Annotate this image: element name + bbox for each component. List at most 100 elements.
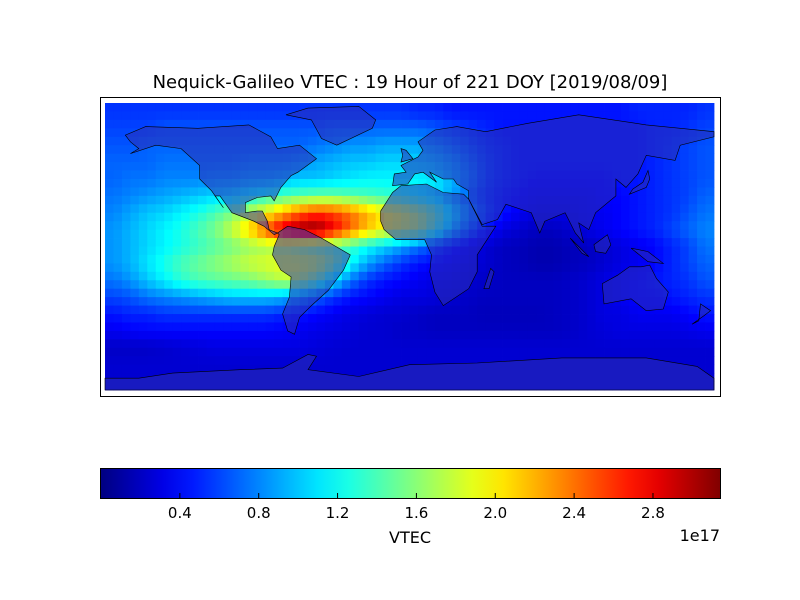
heatmap-cell bbox=[231, 221, 241, 231]
heatmap-cell bbox=[308, 162, 317, 171]
heatmap-cell bbox=[198, 254, 207, 264]
heatmap-cell bbox=[105, 246, 114, 256]
heatmap-cell bbox=[316, 221, 326, 231]
heatmap-cell bbox=[443, 347, 453, 357]
heatmap-cell bbox=[434, 339, 444, 349]
heatmap-cell bbox=[663, 271, 673, 281]
heatmap-cell bbox=[206, 271, 216, 281]
heatmap-cell bbox=[333, 170, 343, 180]
heatmap-cell bbox=[502, 103, 512, 112]
heatmap-cell bbox=[113, 187, 123, 197]
heatmap-cell bbox=[595, 111, 605, 121]
heatmap-cell bbox=[527, 221, 537, 231]
heatmap-cell bbox=[392, 356, 402, 366]
heatmap-cell bbox=[189, 195, 199, 205]
heatmap-cell bbox=[561, 288, 571, 298]
heatmap-cell bbox=[324, 221, 334, 231]
heatmap-cell bbox=[401, 280, 410, 290]
heatmap-cell bbox=[460, 347, 470, 357]
heatmap-cell bbox=[248, 322, 258, 332]
heatmap-cell bbox=[595, 347, 605, 357]
heatmap-cell bbox=[324, 195, 334, 205]
heatmap-cell bbox=[561, 347, 571, 357]
heatmap-cell bbox=[654, 229, 664, 239]
heatmap-cell bbox=[164, 364, 174, 374]
heatmap-cell bbox=[367, 305, 377, 315]
heatmap-cell bbox=[350, 238, 360, 247]
heatmap-cell bbox=[189, 178, 199, 188]
heatmap-cell bbox=[637, 111, 647, 121]
heatmap-cell bbox=[138, 322, 148, 332]
heatmap-cell bbox=[553, 103, 563, 112]
heatmap-cell bbox=[485, 119, 495, 129]
heatmap-cell bbox=[417, 271, 427, 281]
heatmap-cell bbox=[189, 229, 199, 239]
heatmap-cell bbox=[138, 170, 148, 180]
heatmap-cell bbox=[595, 339, 605, 349]
heatmap-cell bbox=[274, 136, 284, 146]
heatmap-cell bbox=[214, 356, 224, 366]
heatmap-cell bbox=[401, 356, 410, 366]
heatmap-cell bbox=[105, 229, 114, 239]
heatmap-cell bbox=[172, 195, 182, 205]
heatmap-cell bbox=[688, 339, 698, 349]
heatmap-cell bbox=[189, 305, 199, 315]
heatmap-cell bbox=[231, 246, 241, 256]
heatmap-cell bbox=[604, 314, 613, 323]
colorbar-tick-label: 1.2 bbox=[325, 504, 350, 522]
heatmap-cell bbox=[121, 229, 131, 239]
heatmap-cell bbox=[113, 330, 123, 340]
heatmap-cell bbox=[654, 246, 664, 256]
heatmap-cell bbox=[198, 356, 207, 366]
heatmap-cell bbox=[367, 221, 377, 231]
heatmap-cell bbox=[417, 119, 427, 129]
heatmap-cell bbox=[206, 195, 216, 205]
heatmap-cell bbox=[130, 187, 140, 197]
heatmap-cell bbox=[519, 238, 529, 247]
heatmap-cell bbox=[409, 128, 419, 138]
heatmap-cell bbox=[350, 204, 360, 214]
heatmap-cell bbox=[527, 111, 537, 121]
heatmap-cell bbox=[417, 238, 427, 247]
heatmap-cell bbox=[671, 263, 681, 273]
heatmap-cell bbox=[392, 330, 402, 340]
heatmap-cell bbox=[341, 271, 351, 281]
heatmap-cell bbox=[164, 187, 174, 197]
heatmap-cell bbox=[401, 314, 410, 323]
heatmap-cell bbox=[637, 314, 647, 323]
heatmap-cell bbox=[274, 263, 284, 273]
heatmap-cell bbox=[367, 364, 377, 374]
heatmap-cell bbox=[697, 221, 706, 231]
heatmap-cell bbox=[511, 322, 520, 332]
heatmap-cell bbox=[409, 305, 419, 315]
heatmap-cell bbox=[629, 330, 639, 340]
heatmap-cell bbox=[417, 170, 427, 180]
heatmap-cell bbox=[147, 246, 157, 256]
heatmap-cell bbox=[299, 103, 309, 112]
heatmap-cell bbox=[291, 178, 300, 188]
heatmap-cell bbox=[392, 280, 402, 290]
heatmap-cell bbox=[519, 229, 529, 239]
heatmap-cell bbox=[121, 153, 131, 163]
heatmap-cell bbox=[688, 356, 698, 366]
heatmap-cell bbox=[417, 314, 427, 323]
heatmap-cell bbox=[130, 221, 140, 231]
heatmap-cell bbox=[147, 221, 157, 231]
heatmap-cell bbox=[291, 119, 300, 129]
colorbar-tick-label: 2.4 bbox=[562, 504, 587, 522]
heatmap-cell bbox=[350, 187, 360, 197]
heatmap-cell bbox=[164, 221, 174, 231]
heatmap-cell bbox=[181, 314, 190, 323]
heatmap-cell bbox=[198, 212, 207, 222]
landmass-japan bbox=[628, 169, 651, 195]
heatmap-cell bbox=[130, 339, 140, 349]
heatmap-cell bbox=[519, 339, 529, 349]
heatmap-cell bbox=[671, 195, 681, 205]
heatmap-cell bbox=[113, 103, 123, 112]
heatmap-cell bbox=[671, 204, 681, 214]
heatmap-cell bbox=[316, 356, 326, 366]
heatmap-cell bbox=[409, 136, 419, 146]
heatmap-cell bbox=[172, 187, 182, 197]
heatmap-cell bbox=[561, 297, 571, 306]
